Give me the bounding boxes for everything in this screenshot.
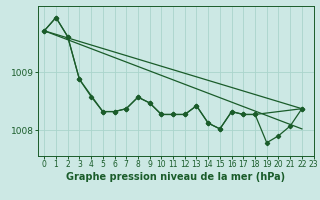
X-axis label: Graphe pression niveau de la mer (hPa): Graphe pression niveau de la mer (hPa) [67, 172, 285, 182]
